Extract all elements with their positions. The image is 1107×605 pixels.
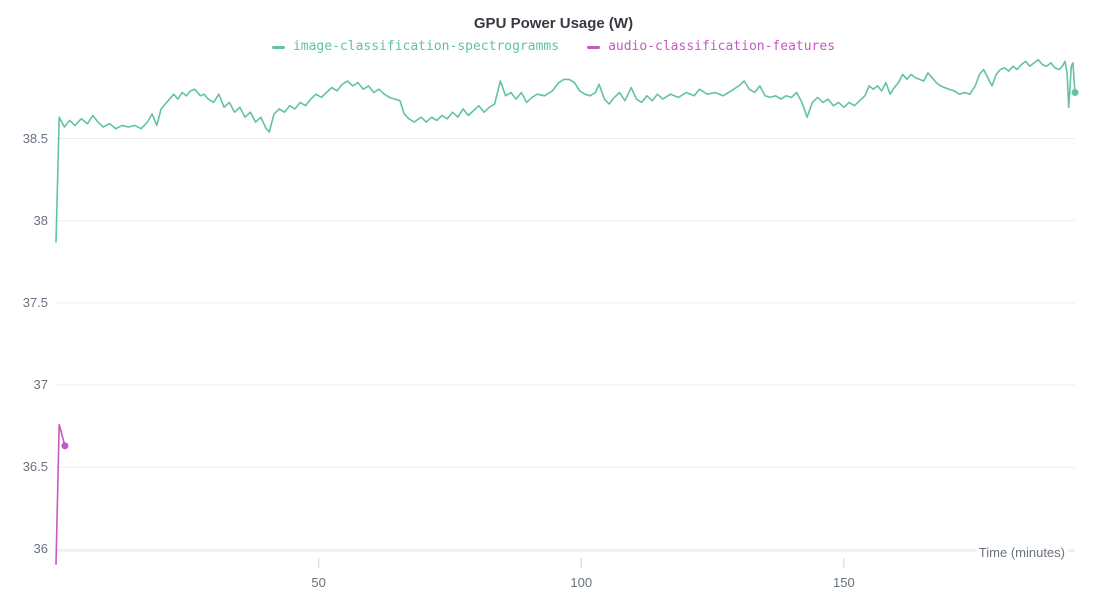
legend-label: image-classification-spectrogramms	[292, 39, 560, 54]
x-tick-label: 150	[833, 575, 855, 590]
y-tick-label: 38.5	[22, 130, 48, 146]
legend-label: audio-classification-features	[608, 39, 836, 54]
x-tick-label: 100	[570, 575, 593, 590]
y-tick-label: 37	[33, 377, 48, 393]
series-end-dot-audio-classification-features	[61, 442, 69, 450]
y-tick-label: 36	[33, 541, 48, 557]
y-tick-label: 38	[33, 212, 48, 228]
y-tick-label: 36.5	[22, 459, 48, 475]
y-tick-label: 37.5	[22, 294, 48, 310]
series-line-audio-classification-features	[55, 423, 66, 565]
x-tick-label: 50	[311, 575, 326, 590]
legend-item-image-classification-spectrogramms[interactable]: image-classification-spectrogramms	[271, 39, 560, 54]
x-axis-title: Time (minutes)	[975, 545, 1068, 560]
series-end-dot-image-classification-spectrogramms	[1071, 89, 1079, 97]
chart-title: GPU Power Usage (W)	[473, 15, 634, 32]
legend-item-audio-classification-features[interactable]: audio-classification-features	[587, 40, 835, 54]
chart-legend: image-classification-spectrogramms audio…	[0, 40, 1107, 54]
series-color-dash-icon	[271, 45, 285, 49]
series-line-image-classification-spectrogramms	[55, 58, 1076, 243]
series-color-dash-icon	[587, 45, 601, 49]
